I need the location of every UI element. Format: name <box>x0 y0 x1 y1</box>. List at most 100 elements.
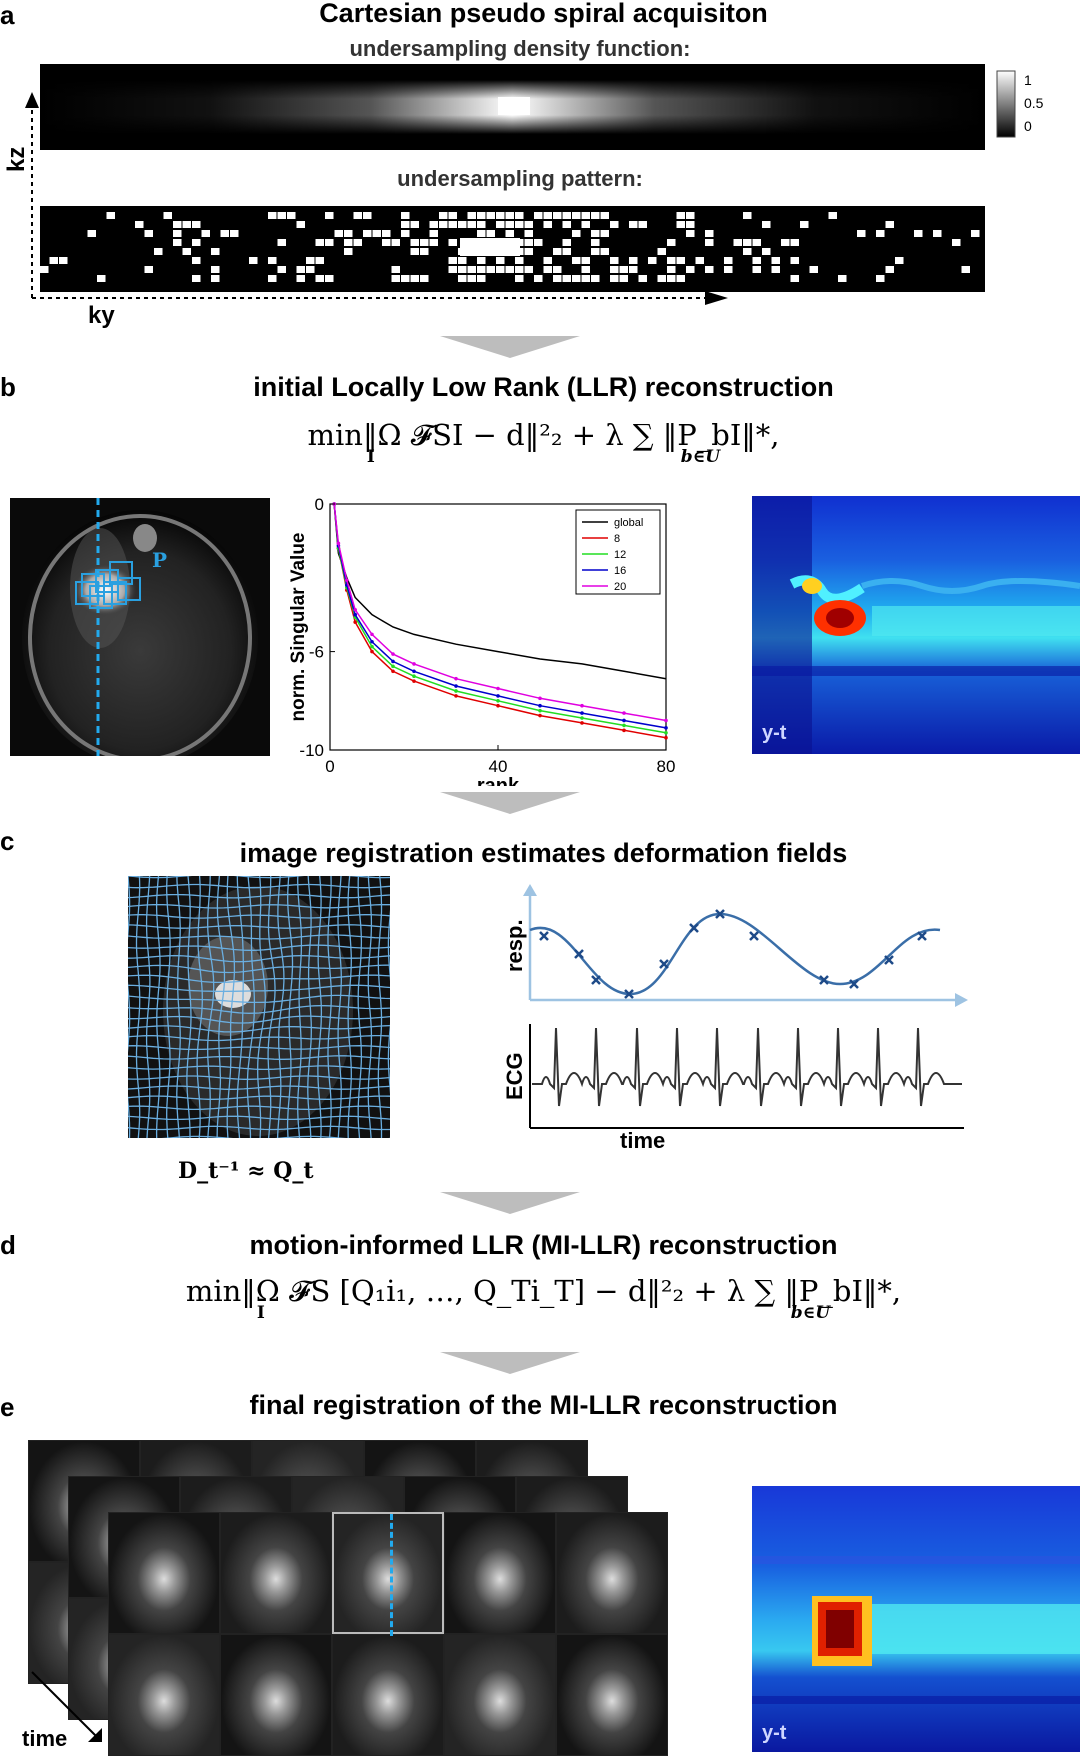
profile-line <box>390 1514 393 1636</box>
series-point-3-6 <box>412 669 416 674</box>
mi-llr-equation-text: min‖Ω 𝓕S [Q₁i₁, …, Q_Ti_T] − d‖²₂ + λ ∑ … <box>185 1274 902 1308</box>
panel-a-label: a <box>0 0 15 30</box>
panel-e-label: e <box>0 1392 15 1422</box>
mri-frame <box>556 1634 668 1756</box>
x-tick-label-0: 0 <box>325 757 334 776</box>
flow-arrow-4 <box>440 1352 580 1374</box>
series-point-2-12 <box>664 730 668 735</box>
series-point-1-6 <box>412 679 416 683</box>
yt-image-final: y-t <box>752 1486 1080 1752</box>
series-point-2-7 <box>454 689 458 693</box>
flow-arrow-3 <box>440 1192 580 1214</box>
series-point-4-7 <box>454 676 458 681</box>
series-point-4-6 <box>412 662 416 666</box>
deformation-grid-image <box>128 876 390 1138</box>
mri-frame <box>444 1634 556 1756</box>
series-point-2-10 <box>580 716 584 720</box>
yt-label-final: y-t <box>762 1722 787 1744</box>
mri-frame <box>220 1512 332 1634</box>
series-point-1-3 <box>353 620 357 624</box>
undersampling-pattern-image <box>40 206 985 292</box>
flow-arrow-1 <box>440 336 580 358</box>
series-point-4-1 <box>336 541 341 546</box>
y-tick-label-2: -10 <box>299 741 324 760</box>
mri-frame <box>220 1634 332 1756</box>
series-point-2-5 <box>391 664 395 669</box>
panel-b-label: b <box>0 372 16 402</box>
series-point-1-7 <box>454 694 458 698</box>
colorbar-tick-0: 0 <box>1024 118 1032 134</box>
legend-entry-3: 16 <box>614 565 626 577</box>
mi-llr-equation: min‖Ω 𝓕S [Q₁i₁, …, Q_Ti_T] − d‖²₂ + λ ∑ … <box>0 1274 1087 1323</box>
llr-eq-min-sub: I <box>366 447 375 467</box>
resp-ecg-signals <box>523 884 968 1129</box>
panel-a-title: Cartesian pseudo spiral acquisiton <box>319 0 768 28</box>
series-point-1-4 <box>370 649 374 654</box>
series-point-3-4 <box>370 639 374 644</box>
legend-entry-1: 8 <box>614 533 620 545</box>
series-point-1-9 <box>538 713 542 718</box>
series-point-1-5 <box>391 669 395 674</box>
mri-frame <box>444 1512 556 1634</box>
stack-layer-2 <box>108 1512 668 1756</box>
series-point-4-4 <box>370 632 374 637</box>
series-point-4-3 <box>353 607 357 612</box>
series-point-1-8 <box>496 703 500 708</box>
series-point-3-8 <box>496 694 500 698</box>
mri-frame <box>108 1634 220 1756</box>
series-point-4-5 <box>391 652 395 656</box>
ecg-label: ECG <box>502 1052 527 1100</box>
mri-frame <box>108 1512 220 1634</box>
axis-ky-label: ky <box>88 302 115 329</box>
mri-frame <box>332 1634 444 1756</box>
x-axis-label: rank <box>477 775 520 786</box>
resp-label: resp. <box>502 919 527 972</box>
axis-kz-label: kz <box>3 146 30 172</box>
mi-llr-eq-min-sub: I <box>256 1303 265 1323</box>
series-point-1-12 <box>664 735 668 740</box>
patch-label: P <box>152 548 168 572</box>
panel-d-title: motion-informed LLR (MI-LLR) reconstruct… <box>249 1230 838 1260</box>
yt-label-initial: y-t <box>762 722 787 744</box>
legend-entry-2: 12 <box>614 549 626 561</box>
kspace-axes <box>25 92 728 305</box>
series-point-3-9 <box>538 703 542 708</box>
series-point-1-11 <box>622 728 626 733</box>
series-point-2-4 <box>370 644 374 649</box>
legend-entry-0: global <box>614 517 643 529</box>
time-label-e: time <box>22 1726 68 1751</box>
panel-b-title: initial Locally Low Rank (LLR) reconstru… <box>253 372 834 402</box>
singular-value-chart: 0 40 80 0 -6 -10 rank norm. Singular Value globa… <box>290 496 676 786</box>
mri-frame <box>332 1512 444 1636</box>
panel-c-title: image registration estimates deformation… <box>239 838 848 868</box>
series-point-3-5 <box>391 659 395 664</box>
llr-equation: min‖Ω 𝓕SI − d‖²₂ + λ ∑ ‖P_bI‖*, I b∈U <box>0 418 1087 467</box>
colorbar: 1 0.5 0 <box>996 70 1044 138</box>
series-point-3-12 <box>664 726 668 730</box>
flow-arrow-2 <box>440 792 580 814</box>
colorbar-tick-1: 1 <box>1024 72 1032 88</box>
density-title: undersampling density function: <box>349 36 691 61</box>
legend-entry-4: 20 <box>614 581 626 593</box>
density-function-image <box>40 64 985 150</box>
series-point-3-7 <box>454 684 458 688</box>
series-point-2-6 <box>412 674 416 678</box>
yt-image-initial: y-t <box>752 496 1080 754</box>
series-point-3-10 <box>580 711 584 715</box>
registered-image-stack <box>28 1440 668 1756</box>
series-point-2-8 <box>496 699 500 703</box>
x-tick-label-2: 80 <box>657 757 676 776</box>
mri-frame <box>556 1512 668 1634</box>
time-label-c: time <box>620 1128 666 1153</box>
y-axis-label: norm. Singular Value <box>290 533 309 722</box>
panel-e-title: final registration of the MI-LLR reconst… <box>249 1390 838 1420</box>
x-tick-label-1: 40 <box>489 757 508 776</box>
chart-legend <box>575 509 661 595</box>
series-point-4-8 <box>496 686 500 691</box>
series-point-3-11 <box>622 718 626 723</box>
series-point-4-12 <box>664 718 668 723</box>
panel-d-label: d <box>0 1230 16 1260</box>
panel-c-label: c <box>0 826 15 856</box>
series-point-1-10 <box>580 721 584 725</box>
series-point-2-9 <box>538 708 542 713</box>
